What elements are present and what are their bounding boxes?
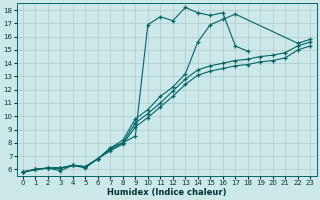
X-axis label: Humidex (Indice chaleur): Humidex (Indice chaleur) [107,188,226,197]
